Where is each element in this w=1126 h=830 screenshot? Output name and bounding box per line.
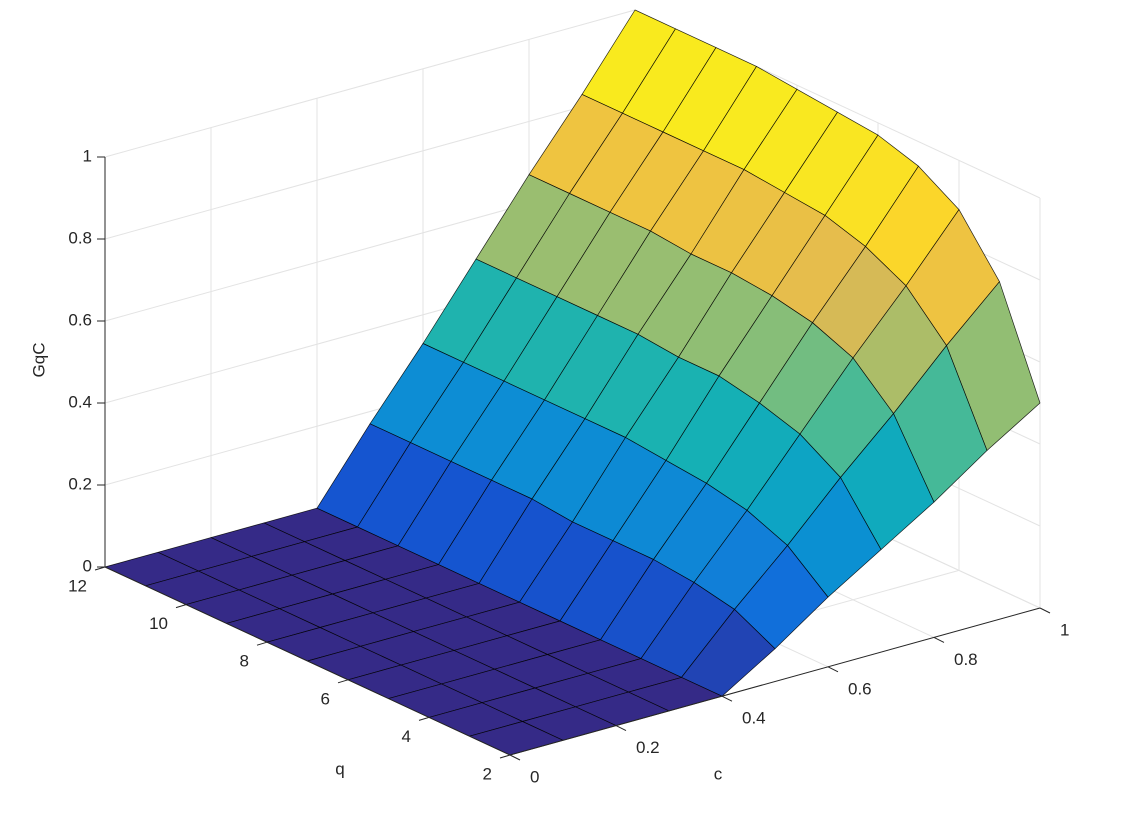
y-tick-label: 10 (149, 614, 168, 633)
z-tick-label: 0.8 (68, 228, 92, 247)
grid-line (104, 9, 636, 158)
x-tick (933, 636, 945, 643)
y-tick (418, 716, 430, 721)
z-tick-label: 0.2 (68, 474, 92, 493)
surface (104, 9, 1041, 756)
x-tick (509, 754, 521, 761)
y-tick (175, 604, 187, 609)
x-tick-label: 0 (530, 767, 539, 786)
y-tick (499, 754, 511, 759)
z-tick-label: 0.4 (68, 392, 92, 411)
x-axis-label: c (714, 764, 723, 783)
y-tick-label: 8 (240, 652, 249, 671)
y-tick-label: 6 (321, 689, 330, 708)
x-tick (1039, 607, 1051, 614)
x-tick (615, 725, 627, 732)
grid-line (104, 91, 636, 240)
x-axis (509, 607, 1041, 756)
z-tick-label: 1 (83, 146, 92, 165)
z-tick-label: 0.6 (68, 310, 92, 329)
y-tick (337, 679, 349, 684)
z-tick-label: 0 (83, 556, 92, 575)
x-tick (721, 695, 733, 702)
x-tick (827, 666, 839, 673)
y-tick (94, 566, 106, 571)
z-axis-label: GqC (29, 343, 48, 378)
y-tick-label: 12 (68, 576, 87, 595)
y-axis (104, 566, 511, 756)
x-tick-label: 0.4 (742, 709, 766, 728)
y-tick-label: 4 (402, 727, 411, 746)
x-tick-label: 0.6 (848, 679, 872, 698)
y-tick (256, 641, 268, 646)
y-tick-label: 2 (483, 764, 492, 783)
y-axis-label: q (335, 759, 344, 778)
x-tick-label: 0.2 (636, 738, 660, 757)
x-tick-label: 0.8 (954, 650, 978, 669)
x-tick-label: 1 (1060, 620, 1069, 639)
